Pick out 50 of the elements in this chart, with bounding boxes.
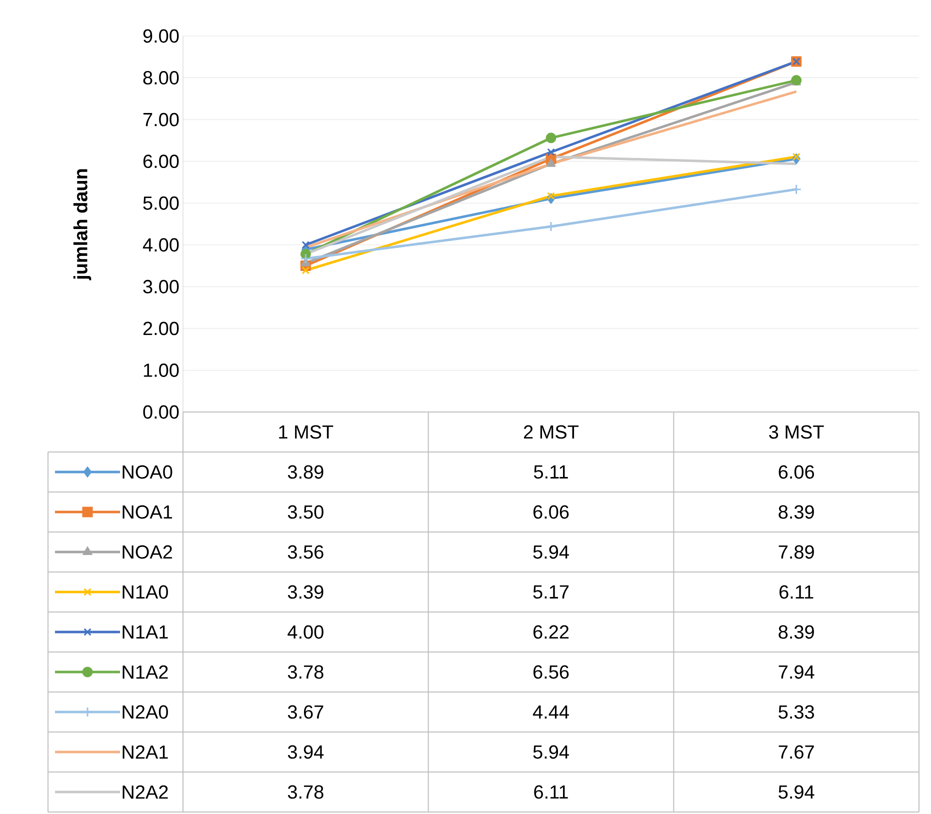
data-label: 3.94 [288, 745, 324, 759]
legend-label: N1A0 [122, 585, 168, 599]
y-tick-label: 5.00 [143, 196, 179, 210]
data-label: 5.17 [533, 585, 569, 599]
data-label: 7.67 [778, 745, 814, 759]
y-axis-title: jumlah daun [73, 169, 92, 280]
y-tick-label: 1.00 [144, 363, 179, 377]
data-label: 6.06 [778, 465, 814, 479]
data-label: 5.94 [533, 745, 569, 759]
data-label: 3.89 [288, 465, 324, 479]
legend-label: N2A0 [122, 705, 168, 719]
data-label: 5.33 [778, 705, 814, 719]
y-tick-label: 3.00 [143, 280, 179, 294]
x-tick-label: 1 MST [279, 425, 334, 439]
legend-label: N2A2 [122, 785, 168, 799]
y-tick-label: 7.00 [143, 112, 179, 126]
legend-label: N1A2 [122, 665, 168, 679]
x-tick-label: 3 MST [769, 425, 824, 439]
data-label: 8.39 [778, 625, 814, 639]
data-label: 5.94 [533, 545, 569, 559]
data-label: 3.78 [288, 665, 324, 679]
data-label: 3.67 [288, 705, 324, 719]
x-tick-label: 2 MST [524, 425, 579, 439]
data-label: 8.39 [778, 505, 814, 519]
data-label: 3.39 [288, 585, 324, 599]
data-label: 6.56 [533, 665, 569, 679]
legend-label: NOA2 [122, 545, 172, 559]
y-tick-label: 8.00 [143, 71, 179, 85]
y-tick-label: 0.00 [143, 405, 179, 419]
data-label: 5.94 [778, 785, 814, 799]
data-label: 3.50 [288, 505, 324, 519]
y-tick-label: 2.00 [143, 322, 179, 336]
y-tick-label: 4.00 [142, 238, 179, 252]
data-label: 3.56 [288, 545, 324, 559]
data-label: 6.11 [780, 585, 814, 599]
data-label: 4.44 [532, 705, 569, 719]
data-label: 7.89 [778, 545, 814, 559]
data-label: 7.94 [778, 665, 814, 679]
data-label: 4.00 [288, 625, 324, 639]
legend-label: N1A1 [122, 625, 168, 639]
y-tick-label: 9.00 [143, 29, 179, 43]
legend-label: N2A1 [122, 745, 168, 759]
data-label: 6.22 [533, 625, 569, 639]
y-tick-label: 6.00 [143, 154, 179, 168]
legend-label: NOA0 [122, 465, 172, 479]
data-label: 5.11 [534, 465, 568, 479]
data-label: 3.78 [288, 785, 324, 799]
data-label: 6.11 [534, 785, 568, 799]
legend-label: NOA1 [122, 505, 172, 519]
data-label: 6.06 [533, 505, 569, 519]
